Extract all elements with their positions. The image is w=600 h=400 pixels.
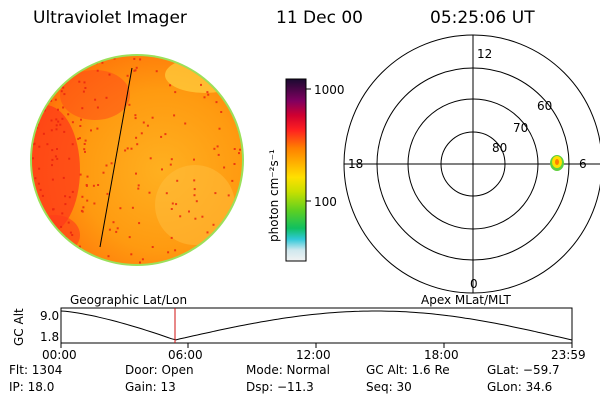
- polar-lat-70: 70: [513, 121, 528, 135]
- timeline-right-title: Apex MLat/MLT: [421, 293, 511, 307]
- colorbar-tick-1000: 1000: [314, 83, 345, 97]
- date-label: 11 Dec 00: [276, 8, 363, 28]
- timeline-left-title: Geographic Lat/Lon: [70, 293, 187, 307]
- info-door: Door: Open: [125, 363, 194, 377]
- info-ip: IP: 18.0: [9, 380, 55, 394]
- colorbar-tick-100: 100: [314, 195, 337, 209]
- timeline-xtick-2: 12:00: [296, 348, 331, 362]
- aurora-blob: [550, 155, 564, 171]
- polar-lat-80: 80: [492, 141, 507, 155]
- timeline-xtick-4: 23:59: [551, 348, 586, 362]
- colorbar-unit: photon cm⁻²s⁻¹: [267, 149, 281, 242]
- polar-label-12: 12: [477, 47, 492, 61]
- info-seq: Seq: 30: [366, 380, 412, 394]
- altitude-curve: [60, 310, 573, 341]
- polar-label-0: 0: [470, 277, 478, 291]
- colorbar-rect: [285, 78, 307, 262]
- timeline-xtick-0: 00:00: [42, 348, 77, 362]
- terminator-line: [99, 67, 133, 248]
- info-dsp: Dsp: −11.3: [246, 380, 314, 394]
- timeline-ytick-top: 9.0: [40, 309, 59, 323]
- info-gcalt: GC Alt: 1.6 Re: [366, 363, 450, 377]
- timeline-xtick-1: 06:00: [168, 348, 203, 362]
- instrument-title: Ultraviolet Imager: [33, 8, 187, 28]
- info-mode: Mode: Normal: [246, 363, 330, 377]
- timeline-ytick-bottom: 1.8: [40, 330, 59, 344]
- polar-lat-60: 60: [537, 99, 552, 113]
- timeline-ylabel: GC Alt: [12, 308, 26, 346]
- timeline-frame: [60, 307, 573, 344]
- info-gain: Gain: 13: [125, 380, 176, 394]
- info-glon: GLon: 34.6: [487, 380, 553, 394]
- info-glat: GLat: −59.7: [487, 363, 560, 377]
- polar-label-6: 6: [579, 157, 587, 171]
- polar-label-18: 18: [348, 157, 363, 171]
- time-label: 05:25:06 UT: [430, 8, 535, 28]
- timeline-xtick-3: 18:00: [424, 348, 459, 362]
- info-flt: Flt: 1304: [9, 363, 63, 377]
